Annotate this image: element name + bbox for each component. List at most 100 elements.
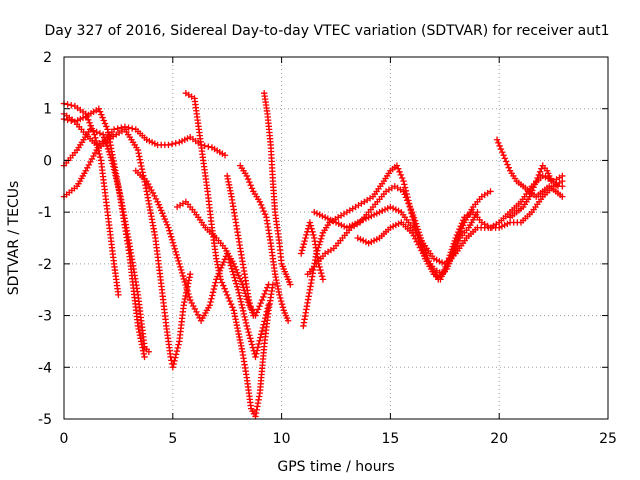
data-point <box>306 219 314 226</box>
data-point <box>256 198 264 205</box>
data-point <box>181 298 188 306</box>
y-tick-label: -5 <box>38 412 52 428</box>
data-point <box>186 293 193 301</box>
data-point <box>171 245 178 252</box>
data-point <box>284 317 292 324</box>
series-arc-11 <box>224 172 257 319</box>
data-point <box>297 250 305 257</box>
data-point <box>181 295 189 303</box>
data-point <box>400 177 407 185</box>
data-point <box>209 289 217 296</box>
data-point <box>93 128 100 136</box>
data-point <box>277 297 285 305</box>
data-point <box>318 273 326 280</box>
data-point <box>242 316 249 324</box>
data-point <box>98 111 105 118</box>
data-point <box>315 260 322 268</box>
data-point <box>233 283 241 290</box>
data-point <box>502 158 510 165</box>
data-point <box>68 102 75 109</box>
data-point <box>222 288 230 295</box>
series-arc-8 <box>173 198 272 319</box>
data-point <box>256 303 263 310</box>
data-point <box>493 136 501 143</box>
x-tick-label: 5 <box>168 431 177 447</box>
data-point <box>316 263 323 271</box>
data-point <box>90 127 97 134</box>
data-point <box>170 242 178 249</box>
data-point <box>250 312 257 319</box>
data-point <box>220 258 227 266</box>
data-point <box>233 266 240 273</box>
data-point <box>106 151 114 158</box>
data-point <box>113 178 121 185</box>
data-point <box>176 260 183 268</box>
data-point <box>397 171 405 179</box>
data-point <box>259 324 267 332</box>
data-point <box>237 295 244 302</box>
data-point <box>451 246 459 254</box>
data-point <box>261 290 268 298</box>
data-point <box>225 294 232 302</box>
data-point <box>100 117 107 124</box>
data-point <box>99 131 107 138</box>
data-point <box>239 304 246 312</box>
data-point <box>102 139 110 147</box>
data-point <box>310 231 317 239</box>
data-point <box>261 211 269 218</box>
data-point <box>239 307 247 315</box>
data-point <box>108 157 116 164</box>
data-point <box>244 175 252 183</box>
data-point <box>413 223 421 230</box>
data-point <box>183 284 190 292</box>
data-point <box>278 300 286 308</box>
data-point <box>414 226 422 233</box>
data-point <box>398 174 406 182</box>
data-point <box>536 168 544 176</box>
data-point <box>182 281 189 289</box>
x-tick-label: 25 <box>599 431 617 447</box>
data-point <box>103 123 110 130</box>
data-point <box>110 163 117 170</box>
data-point <box>186 274 193 281</box>
data-point <box>220 282 227 289</box>
data-point <box>165 224 172 231</box>
data-point <box>307 222 314 229</box>
data-point <box>114 181 121 188</box>
data-point <box>167 233 175 240</box>
data-point <box>256 337 263 344</box>
data-point <box>412 220 420 227</box>
data-point <box>235 272 242 279</box>
data-point <box>237 278 245 285</box>
data-point <box>177 263 184 271</box>
data-point <box>96 130 104 137</box>
data-point <box>244 325 251 333</box>
data-point <box>505 164 512 171</box>
data-point <box>112 172 119 179</box>
data-point <box>253 350 260 357</box>
data-point <box>407 205 415 213</box>
data-point <box>121 123 129 131</box>
data-point <box>174 254 181 262</box>
data-point <box>228 265 235 272</box>
data-point <box>403 197 411 204</box>
data-point <box>248 306 255 313</box>
y-axis-label: SDTVAR / TECUs <box>6 181 22 296</box>
data-point <box>180 302 187 309</box>
data-point <box>247 303 254 310</box>
data-point <box>531 181 539 188</box>
y-tick-label: -4 <box>38 360 52 376</box>
data-point <box>217 276 224 283</box>
data-point <box>141 353 148 361</box>
data-point <box>400 188 407 195</box>
data-point <box>308 225 315 232</box>
data-point <box>134 322 142 330</box>
data-point <box>260 293 267 301</box>
data-point <box>229 268 236 275</box>
data-point <box>396 168 403 176</box>
data-point <box>142 185 150 192</box>
plot-frame <box>63 56 609 420</box>
data-point <box>155 201 162 208</box>
data-point <box>245 328 252 336</box>
data-point <box>175 257 182 265</box>
